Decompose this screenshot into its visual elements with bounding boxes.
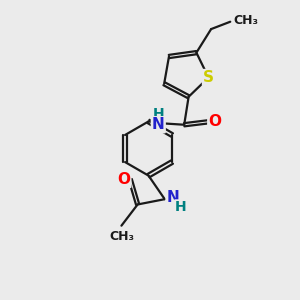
Text: N: N	[167, 190, 179, 205]
Text: CH₃: CH₃	[109, 230, 134, 243]
Text: N: N	[152, 117, 165, 132]
Text: S: S	[203, 70, 214, 85]
Text: H: H	[175, 200, 187, 214]
Text: O: O	[208, 114, 221, 129]
Text: H: H	[152, 107, 164, 122]
Text: O: O	[117, 172, 130, 187]
Text: CH₃: CH₃	[233, 14, 258, 27]
